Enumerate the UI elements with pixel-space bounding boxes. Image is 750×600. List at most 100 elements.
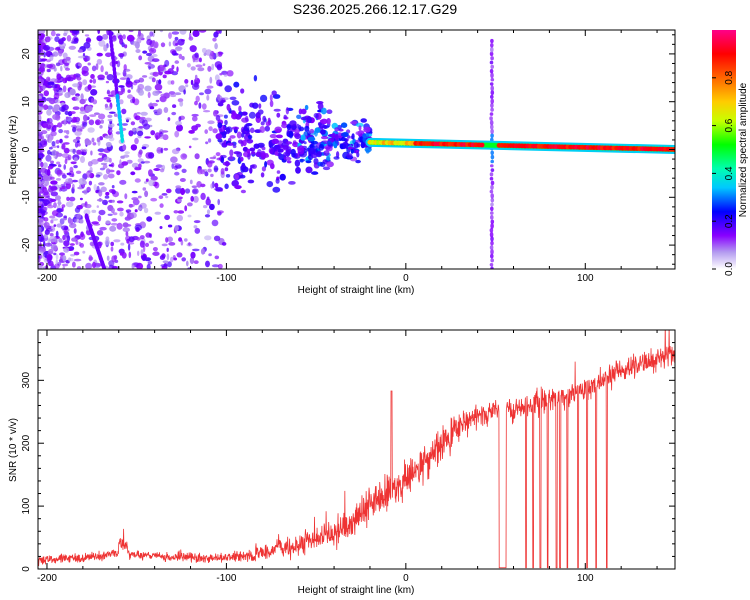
- spectrogram-speckle: [221, 242, 227, 246]
- spectrogram-speckle: [187, 202, 193, 207]
- spectrogram-speckle: [283, 156, 292, 161]
- spectrogram-speckle: [42, 253, 45, 259]
- spectrogram-speckle: [149, 31, 153, 37]
- spectrogram-spike-cell: [489, 116, 493, 121]
- spectrogram-speckle: [47, 137, 50, 143]
- spectrogram-speckle: [160, 147, 164, 154]
- spectrogram-speckle: [75, 136, 81, 140]
- colorbar-ticks: 0.0 0.2 0.4 0.6 0.8: [712, 70, 735, 276]
- spectrogram-speckle: [203, 110, 211, 113]
- spectrogram-speckle: [363, 126, 371, 133]
- spectrogram-speckle: [62, 77, 68, 84]
- spectrogram-speckle: [38, 154, 41, 160]
- spectrogram-speckle: [193, 195, 199, 203]
- y-tick-label: 10: [21, 96, 32, 108]
- spectrogram-speckle: [154, 211, 162, 215]
- spectrogram-speckle: [96, 185, 100, 193]
- spectrogram-speckle: [84, 34, 90, 37]
- spectrogram-speckle: [171, 31, 180, 35]
- spectrogram-speckle: [142, 50, 148, 54]
- spectrogram-speckle: [192, 248, 200, 252]
- spectrogram-speckle: [163, 107, 169, 113]
- spectrogram-speckle: [38, 149, 45, 153]
- spectrogram-speckle: [51, 127, 54, 132]
- spectrogram-speckle: [111, 218, 118, 222]
- spectrogram-speckle: [285, 107, 290, 115]
- spectrogram-speckle: [215, 152, 221, 157]
- spectrogram-speckle: [108, 189, 115, 193]
- spectrogram-speckle: [46, 64, 53, 69]
- spectrogram-speckle: [146, 263, 151, 269]
- spectrogram-speckle: [255, 112, 261, 119]
- spectrogram-speckle: [245, 123, 253, 127]
- spectrogram-speckle: [184, 188, 191, 194]
- spectrogram-speckle: [194, 227, 201, 234]
- spectrogram-spike-cell: [489, 189, 494, 194]
- spectrogram-speckle: [245, 115, 249, 122]
- spectrogram-spike-cell: [490, 248, 494, 255]
- spectrogram-speckle: [66, 76, 74, 82]
- spectrogram-speckle: [226, 70, 234, 77]
- spectrogram-speckle: [187, 214, 192, 218]
- spectrogram-speckle: [213, 235, 221, 242]
- spectrogram-speckle: [215, 133, 223, 140]
- spectrogram-speckle: [223, 139, 227, 147]
- spectrogram-speckle: [137, 250, 140, 256]
- spectrogram-speckle: [97, 30, 101, 34]
- spectrogram-speckle: [295, 166, 301, 174]
- spectrogram-speckle: [351, 133, 355, 140]
- spectrogram-speckle: [84, 139, 92, 146]
- spectrogram-speckle: [121, 123, 128, 126]
- spectrogram-speckle: [288, 131, 294, 139]
- spectrogram-speckle: [122, 222, 129, 228]
- spectrogram-speckle: [63, 32, 68, 37]
- spectrogram-speckle: [63, 147, 70, 154]
- spectrogram-speckle: [272, 186, 281, 193]
- spectrogram-speckle: [156, 147, 163, 154]
- spectrogram-speckle: [166, 247, 169, 252]
- spectrogram-speckle: [365, 149, 370, 154]
- spectrogram-speckle: [146, 216, 153, 222]
- spectrogram-speckle: [220, 156, 225, 164]
- spectrogram-speckle: [355, 131, 362, 136]
- spectrogram-speckle: [144, 136, 151, 139]
- spectrogram-speckle: [210, 173, 214, 178]
- spectrogram-speckle: [205, 141, 209, 145]
- spectrogram-speckle: [170, 256, 174, 263]
- spectrogram-speckle: [150, 197, 158, 202]
- spectrogram-speckle: [327, 140, 332, 145]
- spectrogram-speckle: [111, 255, 117, 263]
- spectrogram-speckle: [53, 252, 57, 256]
- spectrogram-speckle: [91, 159, 99, 165]
- spectrogram-speckle: [65, 178, 73, 184]
- spectrogram-spike-cell: [490, 214, 494, 220]
- spectrogram-speckle: [56, 161, 61, 165]
- spectrogram-speckle: [192, 137, 199, 141]
- spectrogram-speckle: [155, 164, 163, 168]
- spectrogram-speckle: [309, 128, 315, 134]
- spectrogram-speckle: [42, 162, 48, 169]
- spectrogram-speckle: [89, 166, 93, 173]
- spectrogram-speckle: [186, 260, 189, 267]
- spectrogram-spike-cell: [490, 38, 494, 44]
- spectrogram-speckle: [238, 105, 242, 113]
- spectrogram-speckle: [217, 122, 223, 129]
- spectrogram-speckle: [320, 129, 326, 135]
- spectrogram-speckle: [67, 154, 72, 161]
- spectrogram-speckle: [171, 111, 177, 116]
- spectrogram-speckle: [126, 77, 131, 85]
- spectrogram-speckle: [79, 197, 83, 201]
- spectrogram-speckle: [85, 262, 93, 269]
- spectrogram-speckle: [203, 205, 208, 209]
- spectrogram-speckle: [88, 256, 94, 261]
- spectrogram-speckle: [73, 251, 80, 256]
- spectrogram-speckle: [75, 170, 82, 174]
- spectrogram-speckle: [340, 122, 348, 128]
- spectrogram-speckle: [208, 126, 213, 132]
- spectrogram-speckle: [58, 106, 66, 112]
- spectrogram-speckle: [60, 102, 66, 106]
- spectrogram-speckle: [321, 135, 329, 140]
- spectrogram-speckle: [174, 171, 180, 176]
- spectrogram-speckle: [53, 105, 60, 112]
- spectrogram-speckle: [151, 77, 156, 83]
